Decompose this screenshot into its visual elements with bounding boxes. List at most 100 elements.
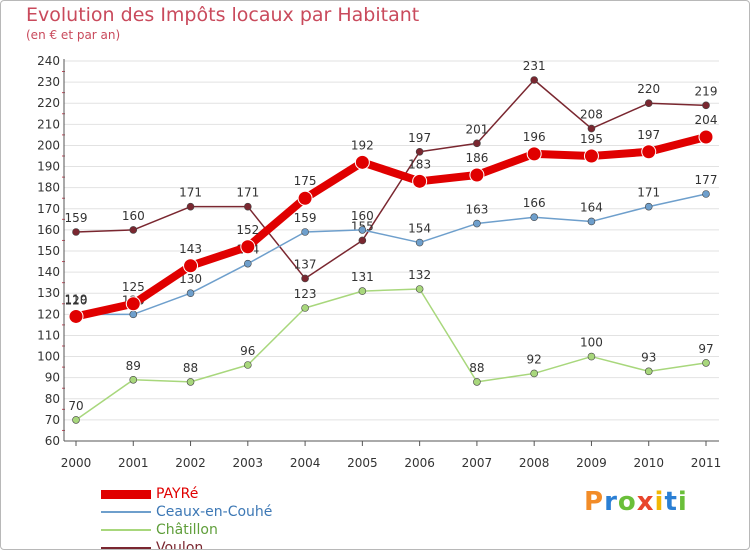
data-point bbox=[469, 167, 485, 183]
legend-swatch bbox=[101, 489, 151, 499]
data-label: 231 bbox=[523, 59, 546, 73]
data-point bbox=[473, 139, 481, 148]
data-label: 93 bbox=[641, 350, 656, 364]
data-label: 195 bbox=[580, 132, 603, 146]
data-label: 125 bbox=[122, 280, 145, 294]
y-tick-label: 220 bbox=[37, 96, 60, 110]
data-label: 123 bbox=[294, 287, 317, 301]
data-point bbox=[587, 217, 596, 226]
data-point bbox=[301, 228, 309, 236]
data-point bbox=[583, 148, 599, 164]
legend-label: Ceaux-en-Couhé bbox=[156, 504, 273, 520]
data-point bbox=[358, 226, 367, 234]
x-tick-label: 2009 bbox=[576, 456, 607, 470]
data-point bbox=[415, 238, 424, 247]
data-point bbox=[244, 202, 252, 211]
legend-swatch bbox=[101, 511, 151, 513]
data-label: 192 bbox=[351, 138, 374, 152]
data-point bbox=[415, 285, 424, 293]
data-label: 89 bbox=[126, 359, 141, 373]
y-tick-label: 240 bbox=[37, 54, 60, 68]
data-point bbox=[301, 274, 309, 283]
data-label: 171 bbox=[179, 186, 202, 200]
data-point bbox=[186, 378, 195, 386]
data-point bbox=[129, 375, 138, 384]
legend-label: Châtillon bbox=[156, 522, 218, 538]
y-tick-label: 170 bbox=[37, 202, 60, 216]
data-label: 196 bbox=[523, 130, 546, 144]
brand-logo: Proxiti bbox=[584, 487, 688, 517]
data-point bbox=[473, 219, 481, 228]
data-point bbox=[72, 228, 80, 236]
x-tick-label: 2003 bbox=[233, 456, 264, 470]
series-line-1 bbox=[75, 193, 707, 316]
y-tick-label: 180 bbox=[37, 181, 60, 195]
data-label: 197 bbox=[637, 128, 660, 142]
brand-letter: P bbox=[584, 487, 605, 517]
data-label: 186 bbox=[465, 151, 488, 165]
data-point bbox=[72, 416, 80, 424]
data-point bbox=[644, 99, 653, 108]
data-point bbox=[297, 190, 313, 206]
y-tick-label: 130 bbox=[37, 286, 60, 300]
data-label: 175 bbox=[294, 174, 317, 188]
data-point bbox=[358, 236, 367, 245]
x-tick-label: 2002 bbox=[175, 456, 206, 470]
data-point bbox=[125, 296, 141, 312]
data-point bbox=[587, 352, 596, 361]
data-point bbox=[244, 361, 252, 369]
data-point bbox=[244, 259, 252, 268]
data-label: 159 bbox=[65, 211, 88, 225]
y-tick-label: 100 bbox=[37, 350, 60, 364]
data-label: 171 bbox=[236, 186, 259, 200]
data-point bbox=[644, 367, 653, 376]
data-point bbox=[587, 124, 596, 133]
data-point bbox=[68, 308, 84, 324]
data-point bbox=[530, 76, 538, 84]
data-label: 131 bbox=[351, 270, 374, 284]
x-tick-label: 2011 bbox=[691, 456, 722, 470]
data-label: 100 bbox=[580, 336, 603, 350]
brand-letter: i bbox=[677, 487, 688, 517]
data-label: 171 bbox=[637, 186, 660, 200]
x-tick-label: 2007 bbox=[462, 456, 493, 470]
y-tick-label: 210 bbox=[37, 117, 60, 131]
chart-title: Evolution des Impôts locaux par Habitant bbox=[26, 4, 420, 26]
data-point bbox=[183, 258, 199, 274]
y-tick-label: 150 bbox=[37, 244, 60, 258]
data-point bbox=[702, 359, 710, 367]
legend-swatch bbox=[101, 547, 151, 549]
data-point bbox=[698, 129, 714, 145]
legend-label: Voulon bbox=[156, 540, 204, 550]
data-label: 183 bbox=[408, 157, 431, 171]
data-point bbox=[358, 287, 367, 295]
y-tick-label: 230 bbox=[37, 75, 60, 89]
legend-label: PAYRé bbox=[156, 486, 199, 502]
x-tick-label: 2008 bbox=[519, 456, 550, 470]
data-point bbox=[186, 202, 195, 211]
data-label: 166 bbox=[523, 196, 546, 210]
x-tick-label: 2000 bbox=[61, 456, 92, 470]
data-label: 119 bbox=[65, 292, 88, 306]
data-point bbox=[641, 144, 657, 160]
y-tick-label: 200 bbox=[37, 138, 60, 152]
data-label: 92 bbox=[527, 352, 542, 366]
data-label: 177 bbox=[695, 173, 718, 187]
y-tick-label: 60 bbox=[45, 434, 60, 448]
data-label: 164 bbox=[580, 200, 603, 214]
data-label: 132 bbox=[408, 268, 431, 282]
series-line-3 bbox=[75, 79, 707, 280]
x-tick-label: 2010 bbox=[633, 456, 664, 470]
data-point bbox=[702, 101, 710, 110]
data-label: 152 bbox=[236, 223, 259, 237]
y-tick-label: 110 bbox=[37, 328, 60, 342]
data-label: 201 bbox=[465, 122, 488, 136]
data-label: 70 bbox=[68, 399, 83, 413]
data-label: 159 bbox=[294, 211, 317, 225]
data-point bbox=[644, 202, 653, 211]
data-label: 137 bbox=[294, 257, 317, 271]
data-label: 208 bbox=[580, 108, 603, 122]
y-tick-label: 140 bbox=[37, 265, 60, 279]
data-label: 120 bbox=[65, 293, 88, 307]
